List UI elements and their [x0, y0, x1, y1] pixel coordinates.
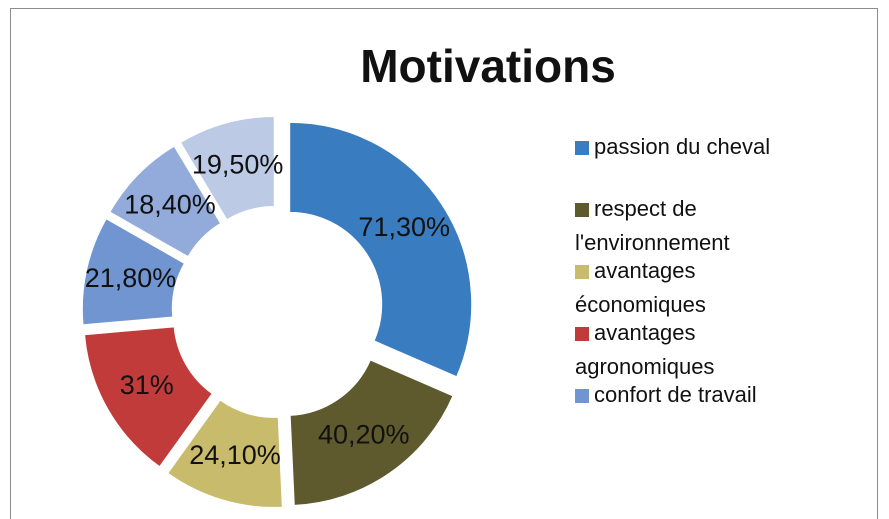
data-label: 21,80% [85, 263, 177, 293]
doughnut-segment [179, 116, 275, 221]
legend-label: avantages agronomiques [575, 320, 715, 379]
doughnut-segment [289, 359, 454, 506]
legend-swatch [575, 389, 589, 403]
data-label: 19,50% [192, 150, 284, 180]
legend-item: avantages économiques [575, 254, 815, 322]
legend-item: respect de l'environnement [575, 192, 815, 260]
doughnut-segment [167, 399, 283, 508]
legend-item: passion du cheval [575, 130, 815, 164]
legend-swatch [575, 265, 589, 279]
chart-title: Motivations [360, 40, 616, 92]
data-label: 18,40% [124, 190, 216, 220]
legend-swatch [575, 141, 589, 155]
data-label: 40,20% [318, 419, 410, 449]
legend-label: respect de l'environnement [575, 196, 730, 255]
data-label: 71,30% [358, 212, 450, 242]
legend-label: passion du cheval [594, 134, 771, 159]
legend-item: avantages agronomiques [575, 316, 815, 384]
doughnut-segment [83, 326, 213, 468]
doughnut-segment [289, 121, 473, 378]
legend-swatch [575, 203, 589, 217]
data-label: 31% [120, 370, 174, 400]
doughnut-segment [109, 145, 222, 258]
chart-frame [10, 8, 878, 519]
legend-label: confort de travail [594, 382, 757, 407]
legend-swatch [575, 327, 589, 341]
legend-item: confort de travail [575, 378, 815, 412]
legend-label: avantages économiques [575, 258, 706, 317]
doughnut-segment [81, 218, 186, 326]
data-label: 24,10% [189, 440, 281, 470]
